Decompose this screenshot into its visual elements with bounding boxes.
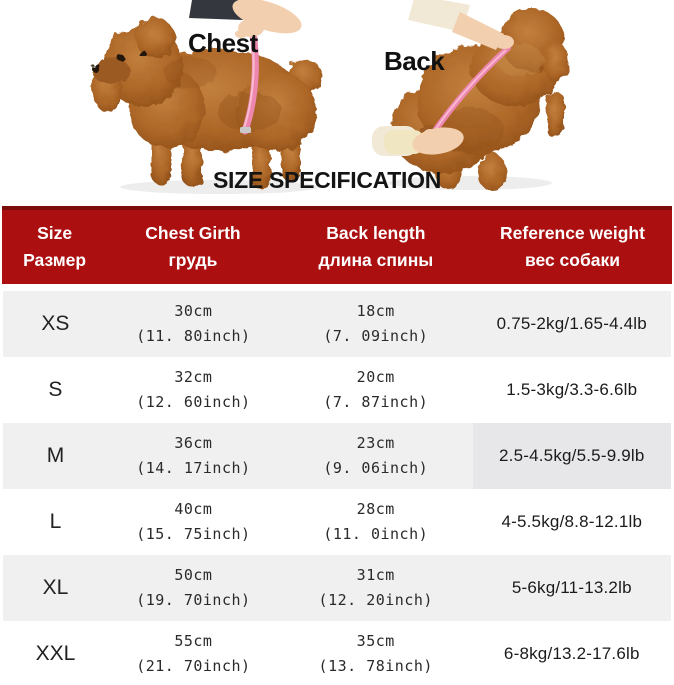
- weight-cell: 5-6kg/11-13.2lb: [511, 578, 632, 597]
- chest-girth-cell: 40cm (15. 75inch): [108, 497, 279, 547]
- table-row-m: M 36cm (14. 17inch) 23cm (9. 06inch) 2.5…: [3, 423, 671, 489]
- measurement-photos: Chest Back SIZE SPECIFICATION: [0, 0, 674, 206]
- size-cell: XXL: [35, 642, 76, 665]
- chest-cm-value: 50cm: [174, 566, 213, 584]
- chest-inch-value: (19. 70inch): [136, 591, 251, 609]
- header-size-ru: Размер: [23, 250, 87, 270]
- chest-photo-label: Chest: [188, 28, 258, 58]
- header-col-reference-weight: Reference weight вес собаки: [473, 220, 672, 274]
- chest-inch-value: (21. 70inch): [136, 657, 251, 675]
- chest-girth-cell: 55cm (21. 70inch): [108, 629, 279, 679]
- size-specification-title: SIZE SPECIFICATION: [212, 167, 442, 193]
- weight-cell: 2.5-4.5kg/5.5-9.9lb: [472, 423, 671, 489]
- header-weight-ru: вес собаки: [524, 250, 621, 270]
- table-row-s: S 32cm (12. 60inch) 20cm (7. 87inch) 1.5…: [3, 357, 671, 423]
- size-cell: L: [49, 510, 62, 533]
- back-inch-value: (7. 87inch): [323, 393, 429, 411]
- header-weight-en: Reference weight: [500, 223, 645, 243]
- table-row-l: L 40cm (15. 75inch) 28cm (11. 0inch) 4-5…: [3, 489, 671, 555]
- header-col-chest-girth: Chest Girth грудь: [107, 220, 279, 274]
- back-inch-value: (11. 0inch): [323, 525, 429, 543]
- header-back-ru: длина спины: [318, 250, 434, 270]
- chest-cm-value: 36cm: [174, 434, 213, 452]
- chest-cm-value: 55cm: [174, 632, 213, 650]
- chest-girth-cell: 32cm (12. 60inch): [108, 365, 279, 415]
- chest-measurement-photo: [90, 0, 322, 194]
- hand-holding-tape-top-icon: [189, 0, 302, 38]
- back-measurement-photo: [372, 0, 569, 191]
- size-cell: XS: [41, 312, 70, 335]
- weight-cell: 0.75-2kg/1.65-4.4lb: [496, 314, 647, 333]
- chest-inch-value: (11. 80inch): [136, 327, 251, 345]
- chest-cm-value: 32cm: [174, 368, 213, 386]
- back-length-cell: 31cm (12. 20inch): [279, 563, 473, 613]
- back-length-cell: 28cm (11. 0inch): [279, 497, 473, 547]
- table-row-xxl: XXL 55cm (21. 70inch) 35cm (13. 78inch) …: [3, 621, 671, 685]
- weight-cell: 6-8kg/13.2-17.6lb: [503, 644, 640, 663]
- hand-holding-tape-tail-icon: [372, 126, 464, 156]
- size-cell: S: [48, 378, 63, 401]
- size-table-header: Size Размер Chest Girth грудь Back lengt…: [2, 206, 672, 284]
- header-col-size: Size Размер: [2, 220, 107, 274]
- chest-girth-cell: 36cm (14. 17inch): [108, 431, 279, 481]
- size-cell: XL: [42, 576, 69, 599]
- back-cm-value: 28cm: [356, 500, 395, 518]
- hand-holding-tape-neck-icon: [408, 0, 514, 50]
- chest-girth-cell: 30cm (11. 80inch): [108, 299, 279, 349]
- chest-inch-value: (14. 17inch): [136, 459, 251, 477]
- dog-measurement-illustration: [90, 0, 569, 194]
- header-back-en: Back length: [326, 223, 426, 243]
- back-cm-value: 35cm: [356, 632, 395, 650]
- chest-girth-cell: 50cm (19. 70inch): [108, 563, 279, 613]
- header-col-back-length: Back length длина спины: [279, 220, 473, 274]
- back-cm-value: 23cm: [356, 434, 395, 452]
- back-inch-value: (7. 09inch): [323, 327, 429, 345]
- back-length-cell: 23cm (9. 06inch): [279, 431, 473, 481]
- back-cm-value: 31cm: [356, 566, 395, 584]
- chest-cm-value: 40cm: [174, 500, 213, 518]
- back-inch-value: (9. 06inch): [323, 459, 429, 477]
- back-cm-value: 18cm: [356, 302, 395, 320]
- header-size-en: Size: [37, 223, 73, 243]
- chest-inch-value: (15. 75inch): [136, 525, 251, 543]
- weight-cell: 1.5-3kg/3.3-6.6lb: [506, 380, 638, 399]
- back-inch-value: (12. 20inch): [318, 591, 433, 609]
- table-row-xs: XS 30cm (11. 80inch) 18cm (7. 09inch) 0.…: [3, 291, 671, 357]
- weight-cell: 4-5.5kg/8.8-12.1lb: [501, 512, 643, 531]
- back-photo-label: Back: [384, 46, 445, 76]
- header-chest-en: Chest Girth: [145, 223, 241, 243]
- size-table-body: XS 30cm (11. 80inch) 18cm (7. 09inch) 0.…: [0, 291, 674, 685]
- table-row-xl: XL 50cm (19. 70inch) 31cm (12. 20inch) 5…: [3, 555, 671, 621]
- back-length-cell: 20cm (7. 87inch): [279, 365, 473, 415]
- back-cm-value: 20cm: [356, 368, 395, 386]
- back-inch-value: (13. 78inch): [318, 657, 433, 675]
- chest-cm-value: 30cm: [174, 302, 213, 320]
- size-cell: M: [46, 444, 65, 467]
- chest-inch-value: (12. 60inch): [136, 393, 251, 411]
- back-length-cell: 35cm (13. 78inch): [279, 629, 473, 679]
- header-chest-ru: грудь: [168, 250, 218, 270]
- back-length-cell: 18cm (7. 09inch): [279, 299, 473, 349]
